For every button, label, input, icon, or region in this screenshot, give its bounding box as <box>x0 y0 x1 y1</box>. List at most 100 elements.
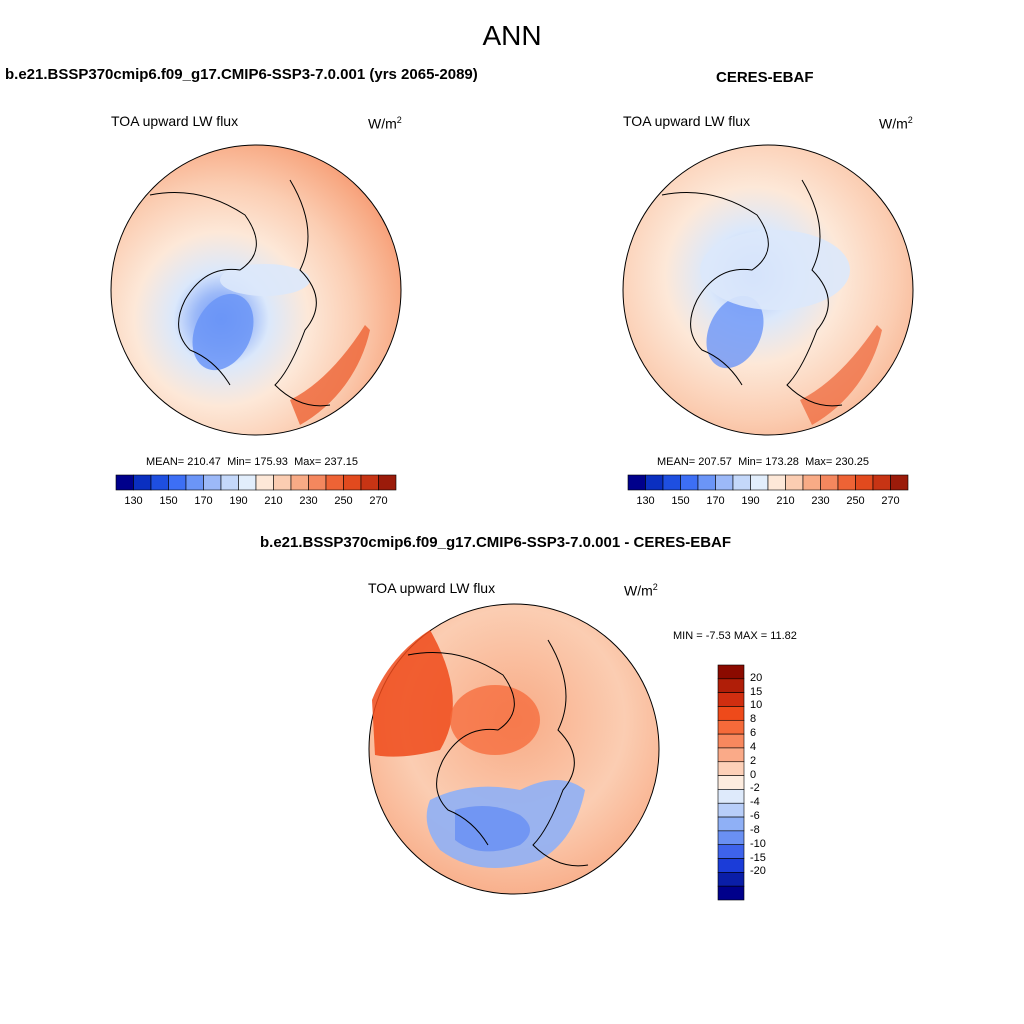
colorbar-tick-label: -15 <box>750 851 766 864</box>
colorbar-tick-label: 190 <box>741 495 760 507</box>
colorbar-swatch <box>767 474 786 491</box>
colorbar-tick-label: 210 <box>776 495 795 507</box>
colorbar-tick-label: 170 <box>706 495 725 507</box>
colorbar-swatch <box>360 474 379 491</box>
colorbar-swatch <box>717 858 745 873</box>
colorbar-swatch <box>238 474 257 491</box>
colorbar-tick-label: 130 <box>636 495 655 507</box>
colorbar-swatch <box>645 474 664 491</box>
panel1-variable: TOA upward LW flux <box>111 113 239 129</box>
colorbar-tick-label: 4 <box>750 740 757 753</box>
colorbar-swatch <box>220 474 239 491</box>
colorbar-swatch <box>717 885 745 901</box>
colorbar-swatch <box>717 802 745 818</box>
map3-warm-center <box>450 685 540 755</box>
colorbar-swatch <box>717 678 745 693</box>
colorbar-swatch <box>732 474 751 491</box>
colorbar-swatch <box>717 719 745 735</box>
map3-cool-core <box>455 806 530 852</box>
colorbar-tick-label: 250 <box>846 495 865 507</box>
colorbar-swatch <box>820 474 839 491</box>
colorbar-swatch <box>343 474 362 491</box>
colorbar3 <box>717 664 745 901</box>
colorbar-swatch <box>837 474 856 491</box>
map1-coastline <box>149 192 257 386</box>
colorbar-tick-label: 20 <box>750 671 763 684</box>
colorbar-swatch <box>627 474 646 491</box>
map2-coastline-east <box>786 179 843 407</box>
colorbar-swatch <box>890 474 909 491</box>
colorbar-tick-label: 250 <box>334 495 353 507</box>
colorbar-swatch <box>717 775 745 790</box>
map3-warm-west <box>372 630 453 757</box>
map1-coastline-east <box>274 179 331 407</box>
colorbar-swatch <box>662 474 681 491</box>
colorbar-swatch <box>715 474 734 491</box>
map1-greenland-low <box>192 293 254 371</box>
colorbar-swatch <box>150 474 169 491</box>
colorbar-swatch <box>872 474 891 491</box>
colorbar-tick-label: 270 <box>369 495 388 507</box>
colorbar-swatch <box>255 474 274 491</box>
colorbar-tick-label: 210 <box>264 495 283 507</box>
diff-variable: TOA upward LW flux <box>368 580 496 596</box>
colorbar-swatch <box>750 474 769 491</box>
colorbar-tick-label: 0 <box>750 768 757 781</box>
map1-arctic-ocean <box>220 264 310 296</box>
colorbar-tick-label: 10 <box>750 699 763 712</box>
map2 <box>622 144 914 436</box>
panel2-stats: MEAN= 207.57 Min= 173.28 Max= 230.25 <box>657 456 869 468</box>
map3-coastline-east <box>532 639 589 867</box>
colorbar-tick-label: -10 <box>750 837 766 850</box>
diff-units: W/m2 <box>624 582 658 599</box>
colorbar-tick-label: -8 <box>750 823 760 836</box>
map3-coastline <box>407 652 515 846</box>
colorbar-tick-label: 170 <box>194 495 213 507</box>
colorbar-tick-label: 150 <box>159 495 178 507</box>
colorbar-swatch <box>717 844 745 859</box>
colorbar-swatch <box>855 474 874 491</box>
colorbar-tick-label: -6 <box>750 810 760 823</box>
colorbar-swatch <box>680 474 699 491</box>
colorbar-tick-label: -4 <box>750 796 760 809</box>
diff-case-title: b.e21.BSSP370cmip6.f09_g17.CMIP6-SSP3-7.… <box>260 534 732 551</box>
panel1-case-title: b.e21.BSSP370cmip6.f09_g17.CMIP6-SSP3-7.… <box>5 66 478 83</box>
panel2-case-title: CERES-EBAF <box>716 69 814 86</box>
colorbar-tick-label: -2 <box>750 782 760 795</box>
colorbar-tick-label: 190 <box>229 495 248 507</box>
colorbar-swatch <box>273 474 292 491</box>
colorbar-swatch <box>717 872 745 887</box>
colorbar-swatch <box>802 474 821 491</box>
map2-greenland-low <box>706 295 764 369</box>
colorbar-swatch <box>133 474 152 491</box>
map2-warm-sector <box>800 325 882 425</box>
colorbar-swatch <box>325 474 344 491</box>
colorbar-tick-label: 130 <box>124 495 143 507</box>
colorbar-swatch <box>115 474 134 491</box>
colorbar-tick-label: 270 <box>881 495 900 507</box>
colorbar-swatch <box>308 474 327 491</box>
map3 <box>368 603 660 895</box>
colorbar-tick-label: 15 <box>750 685 763 698</box>
colorbar-swatch <box>185 474 204 491</box>
colorbar-tick-label: 230 <box>811 495 830 507</box>
colorbar-tick-label: -20 <box>750 865 766 878</box>
panel2-variable: TOA upward LW flux <box>623 113 751 129</box>
diff-minmax: MIN = -7.53 MAX = 11.82 <box>673 630 797 642</box>
colorbar-swatch <box>717 692 745 707</box>
colorbar-swatch <box>785 474 804 491</box>
colorbar-tick-label: 150 <box>671 495 690 507</box>
colorbar-swatch <box>717 733 745 749</box>
colorbar-tick-label: 230 <box>299 495 318 507</box>
colorbar2 <box>627 474 909 491</box>
colorbar-swatch <box>203 474 222 491</box>
colorbar-swatch <box>717 706 745 721</box>
colorbar-swatch <box>290 474 309 491</box>
colorbar-swatch <box>717 664 745 680</box>
colorbar-swatch <box>717 816 745 832</box>
colorbar-swatch <box>378 474 397 491</box>
map1-warm-sector <box>290 325 370 425</box>
colorbar1 <box>115 474 397 491</box>
panel1-units: W/m2 <box>368 115 402 132</box>
